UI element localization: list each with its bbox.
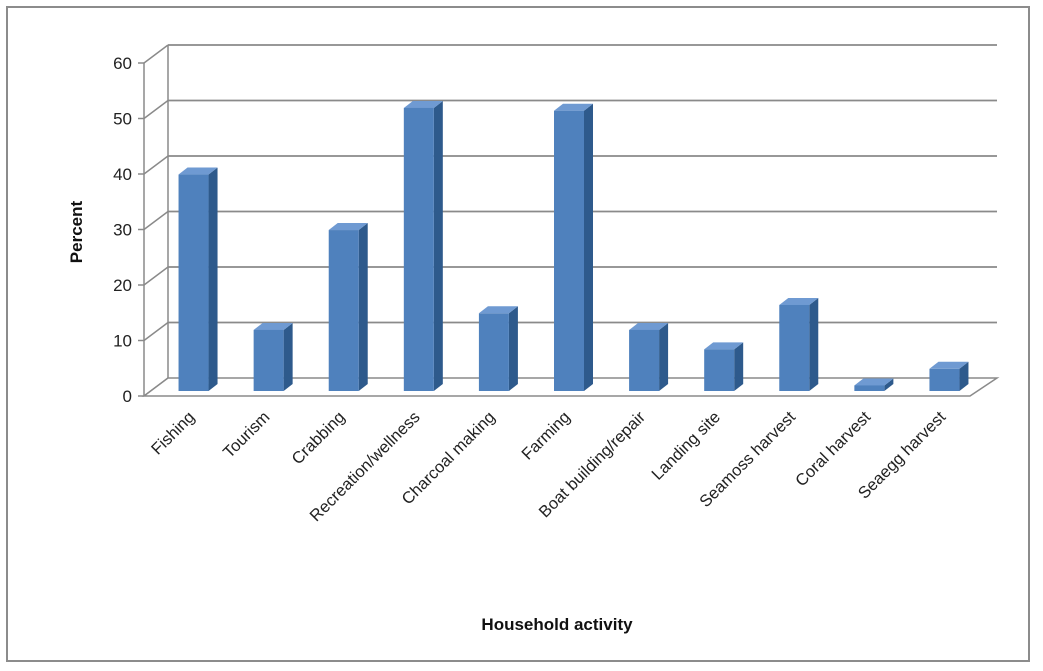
x-category-label: Fishing (148, 408, 198, 458)
bar-top (403, 100, 443, 108)
bar-top (178, 167, 218, 175)
bar-front (854, 385, 885, 391)
bar-side (809, 297, 819, 391)
y-tick-label: 20 (113, 276, 132, 295)
y-tick-label: 60 (113, 54, 132, 73)
x-category-label: Tourism (220, 408, 274, 462)
y-tick-label: 10 (113, 332, 132, 351)
bar-side (208, 167, 218, 391)
bar (403, 100, 443, 391)
bar (178, 167, 218, 391)
bar (854, 378, 894, 391)
bar (554, 103, 593, 391)
gridline-side (143, 44, 169, 64)
bar-side (508, 306, 518, 391)
bar-top (779, 297, 819, 305)
bar-front (629, 329, 660, 391)
bar-side (734, 342, 744, 391)
bar-front (253, 329, 284, 391)
bar-top (328, 223, 368, 231)
bar (779, 297, 819, 391)
gridline-side (143, 266, 169, 286)
bar (253, 322, 293, 391)
x-category-label: Landing site (648, 408, 724, 484)
bar-top (253, 322, 293, 330)
y-axis-title: Percent (67, 200, 86, 263)
y-tick-label: 30 (113, 221, 132, 240)
bar-front (403, 107, 434, 391)
bar-top (554, 103, 593, 111)
gridline-side (143, 321, 169, 342)
y-tick-label: 0 (123, 387, 132, 406)
bar (704, 342, 744, 391)
bar-side (884, 378, 894, 391)
y-tick-label: 40 (113, 165, 132, 184)
bar-side (659, 322, 669, 391)
x-category-label: Coral harvest (792, 408, 874, 490)
bars-layer (178, 100, 969, 391)
bar-front (554, 110, 584, 391)
bar-front (779, 304, 810, 391)
bar-top (478, 306, 518, 314)
y-tick-label: 50 (113, 110, 132, 129)
x-axis-title: Household activity (481, 615, 633, 634)
y-tick-labels: 0 10 20 30 40 50 60 (113, 54, 132, 406)
bar (478, 306, 518, 391)
bar-side (283, 322, 293, 391)
bar-side (584, 103, 593, 391)
bar-top (929, 361, 969, 369)
bar-front (929, 368, 960, 391)
bar-front (704, 349, 735, 391)
bar-side (959, 361, 969, 391)
x-category-label: Farming (518, 408, 574, 464)
bar-front (178, 174, 209, 391)
x-category-labels: Fishing Tourism CrabbingRecreation/wellnes… (148, 408, 950, 525)
bar-front (478, 313, 509, 391)
bar-side (358, 223, 368, 391)
chart-frame (6, 6, 1030, 662)
bar (629, 322, 669, 391)
gridline-side (143, 210, 169, 231)
bar-top (629, 322, 669, 330)
bar-top (854, 378, 894, 386)
bar (929, 361, 969, 391)
gridline-side (143, 99, 169, 120)
bar (328, 223, 368, 391)
bar-front (328, 230, 359, 391)
bar-top (704, 342, 744, 350)
x-category-label: Crabbing (288, 408, 348, 468)
gridline-side (143, 155, 169, 175)
bar-side (433, 100, 443, 391)
